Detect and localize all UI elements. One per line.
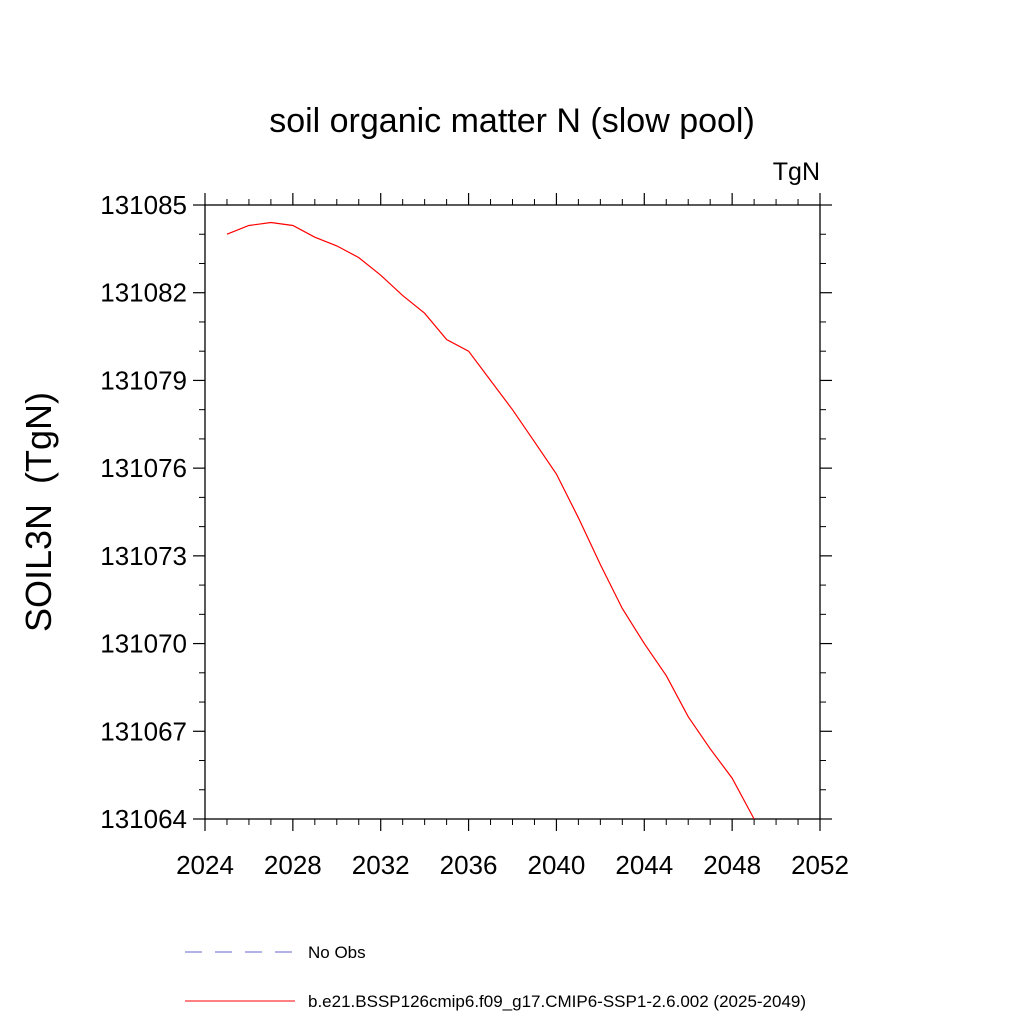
legend-label: No Obs — [308, 943, 366, 962]
y-tick-label: 131073 — [100, 541, 187, 571]
plot-frame — [204, 204, 821, 820]
y-tick-label: 131076 — [100, 453, 187, 483]
x-tick-label: 2048 — [703, 850, 761, 880]
y-tick-label: 131079 — [100, 365, 187, 395]
y-axis-label: SOIL3N (TgN) — [18, 392, 59, 632]
y-tick-label: 131070 — [100, 629, 187, 659]
x-tick-label: 2044 — [615, 850, 673, 880]
y-tick-label: 131067 — [100, 716, 187, 746]
x-tick-label: 2028 — [264, 850, 322, 880]
x-tick-label: 2036 — [440, 850, 498, 880]
units-label: TgN — [773, 158, 820, 186]
series-group — [226, 221, 755, 820]
series-line — [226, 221, 755, 820]
legend-label: b.e21.BSSP126cmip6.f09_g17.CMIP6-SSP1-2.… — [308, 992, 806, 1011]
x-tick-label: 2032 — [352, 850, 410, 880]
y-tick-label: 131085 — [100, 190, 187, 220]
axes: 2024 2028 2032 2036 2040 2044 2048 2052 131064 13… — [100, 190, 849, 880]
y-tick-label: 131082 — [100, 278, 187, 308]
y-tick-label: 131064 — [100, 804, 187, 834]
x-tick-label: 2024 — [176, 850, 234, 880]
x-tick-label: 2040 — [528, 850, 586, 880]
x-tick-label: 2052 — [791, 850, 849, 880]
chart-title: soil organic matter N (slow pool) — [269, 102, 755, 140]
legend: No Obs b.e21.BSSP126cmip6.f09_g17.CMIP6-S… — [185, 943, 806, 1011]
